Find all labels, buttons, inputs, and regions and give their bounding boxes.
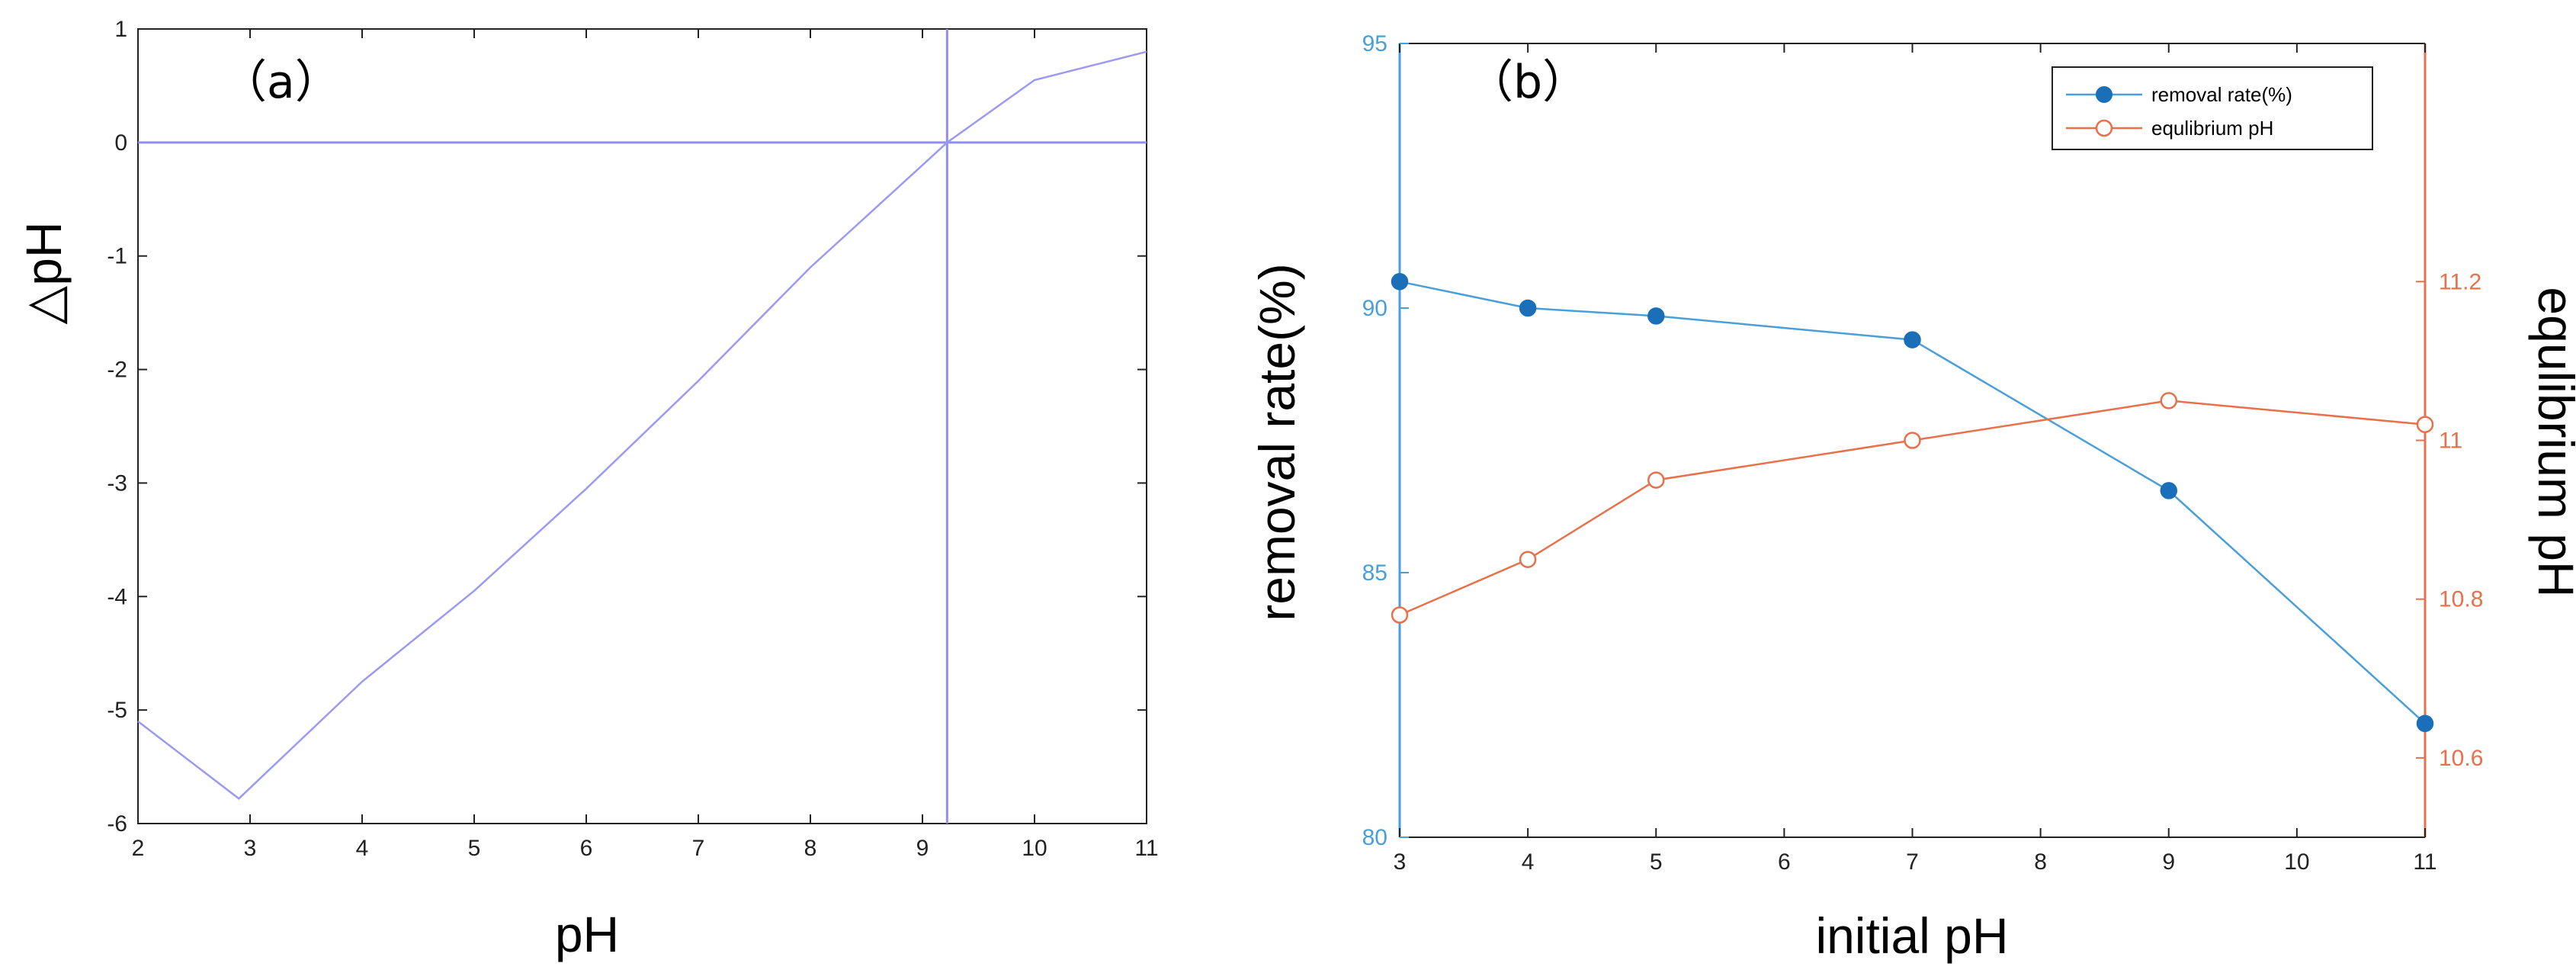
chart-b-left-y-tick-label: 95 [1362, 31, 1387, 56]
chart-b-x-tick-label: 11 [2413, 849, 2436, 875]
legend-equilibrium-marker [2095, 119, 2113, 137]
chart-b-panel-label: （b） [1468, 56, 1588, 109]
chart-b-x-tick-label: 4 [1522, 849, 1535, 875]
chart-a-series [137, 50, 1147, 800]
chart-a-y-tick-label: 1 [114, 17, 127, 42]
chart-a-plot-area [137, 28, 1147, 824]
chart-a-reference-lines [138, 29, 1147, 824]
chart-b-series [1391, 273, 2434, 733]
chart-b-x-tick-label: 10 [2284, 849, 2309, 875]
legend-removal-marker [2096, 86, 2112, 103]
chart-a-y-tick-label: -5 [107, 698, 127, 723]
chart-a-x-tick-label: 10 [1022, 836, 1047, 861]
chart-b-left-y-ticks: 95 90 85 80 [1362, 31, 1409, 850]
chart-a-y-tick-label: -4 [107, 584, 127, 609]
chart-b-left-y-tick-label: 85 [1362, 560, 1387, 586]
chart-a-x-tick-label: 5 [468, 836, 481, 861]
chart-b-x-tick-label: 7 [1906, 849, 1919, 875]
chart-b-x-axis-label: initial pH [1815, 907, 2008, 964]
chart-b-point-0 [1904, 331, 1921, 348]
chart-a-y-tick-label: -3 [107, 470, 127, 496]
chart-a-x-tick-label: 7 [692, 836, 705, 861]
chart-b-series-line-0 [1399, 281, 2426, 724]
chart-b-left-y-tick-label: 90 [1362, 296, 1387, 321]
chart-b-right-y-ticks: 11.2 11 10.8 10.6 [2416, 269, 2483, 771]
chart-a-x-tick-label: 6 [580, 836, 593, 861]
chart-b-point-0 [1647, 307, 1665, 325]
chart-b-legend: removal rate(%) equlibrium pH [2051, 66, 2373, 150]
chart-b-x-tick-label: 9 [2162, 849, 2175, 875]
chart-a-y-tick-label: -1 [107, 244, 127, 269]
chart-a-y-tick-label: -6 [107, 811, 127, 837]
chart-a-panel-label: （a） [221, 56, 341, 109]
chart-b-x-ticks: 3 4 5 6 7 8 9 10 11 [1394, 43, 2437, 875]
chart-b-left-y-axis-label: removal rate(%) [1249, 263, 1305, 621]
chart-a-x-tick-label: 3 [244, 836, 257, 861]
chart-b-point-1 [1391, 606, 1409, 624]
chart-b-point-0 [1391, 273, 1409, 291]
chart-a-y-ticks: 1 0 -1 -2 -3 -4 -5 -6 [107, 17, 1147, 837]
chart-b-point-0 [2160, 482, 2178, 499]
legend-equilibrium-label: equlibrium pH [2151, 117, 2273, 140]
legend-removal-label: removal rate(%) [2151, 83, 2292, 106]
chart-b-x-tick-label: 3 [1394, 849, 1407, 875]
chart-b-right-y-tick-label: 10.8 [2439, 587, 2483, 612]
chart-a-y-axis-label: △pH [15, 221, 72, 324]
chart-b-left-y-tick-label: 80 [1362, 825, 1387, 850]
chart-b-point-1 [2416, 416, 2434, 433]
chart-a-series-line [137, 50, 1147, 800]
chart-a-y-tick-label: -2 [107, 358, 127, 383]
chart-b-point-1 [1904, 432, 1921, 449]
chart-b-right-y-tick-label: 10.6 [2439, 746, 2483, 771]
chart-b-point-1 [1519, 551, 1537, 568]
chart-b-x-tick-label: 8 [2034, 849, 2047, 875]
chart-b-right-y-tick-label: 11.2 [2439, 269, 2481, 294]
chart-b-x-tick-label: 5 [1650, 849, 1663, 875]
chart-b-point-0 [2416, 714, 2434, 733]
chart-b-point-1 [1647, 471, 1665, 489]
chart-b-right-y-axis-label: equlibrium pH [2528, 287, 2576, 597]
chart-b-right-y-tick-label: 11 [2439, 429, 2462, 454]
chart-a-x-tick-label: 11 [1134, 836, 1158, 861]
chart-a-x-tick-label: 9 [916, 836, 929, 861]
chart-b-x-tick-label: 6 [1778, 849, 1791, 875]
chart-b-series-line-1 [1399, 400, 2426, 616]
chart-a-y-tick-label: 0 [114, 130, 127, 156]
chart-a-x-tick-label: 8 [804, 836, 817, 861]
chart-b-point-1 [2160, 392, 2178, 409]
chart-a-x-ticks: 2 3 4 5 6 7 8 9 10 11 [132, 29, 1159, 861]
chart-a-x-tick-label: 4 [356, 836, 369, 861]
chart-a: 2 3 4 5 6 7 8 9 10 11 10-1-2-3-4-5-6 （a） pH △pH [15, 17, 1159, 962]
chart-b-point-0 [1519, 299, 1537, 317]
chart-a-x-axis-label: pH [555, 906, 619, 962]
chart-a-x-tick-label: 2 [132, 836, 145, 861]
